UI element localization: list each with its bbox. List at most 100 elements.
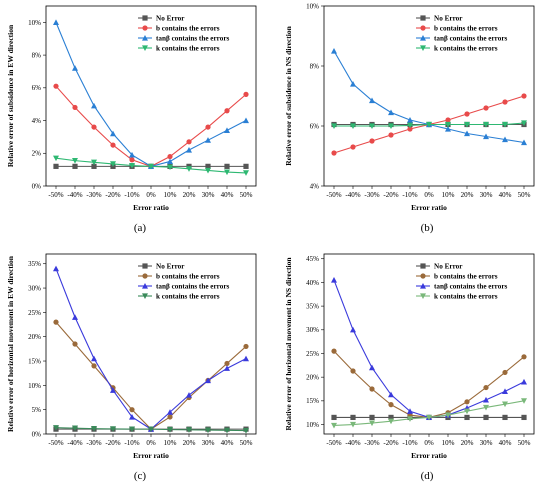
data-point (445, 121, 451, 128)
y-tick-label: 20% (306, 374, 319, 382)
data-point (407, 122, 413, 129)
data-point (148, 163, 154, 170)
data-point (369, 97, 375, 104)
legend-marker (420, 293, 426, 299)
data-point (388, 414, 394, 421)
data-point (243, 427, 249, 434)
data-point (369, 414, 375, 421)
panel-label-c: (c) (134, 470, 147, 482)
data-point (407, 126, 413, 132)
legend-marker (142, 25, 148, 31)
data-point (91, 355, 97, 362)
data-point (521, 93, 527, 99)
data-point (445, 412, 451, 419)
series-line (333, 350, 525, 418)
data-point (369, 386, 375, 392)
data-point (369, 138, 375, 144)
data-point (243, 343, 249, 350)
y-tick-label: 2% (32, 150, 42, 158)
series-line (55, 85, 247, 167)
data-point (167, 164, 173, 171)
legend-label: tanβ contains the errors (156, 35, 230, 43)
data-point (464, 130, 470, 137)
data-point (186, 392, 192, 398)
legend-marker (142, 15, 148, 21)
data-point (167, 414, 173, 420)
x-tick-label: 30% (202, 191, 215, 199)
panel-label-a: (a) (134, 222, 147, 234)
data-point (110, 142, 116, 148)
legend-marker (142, 35, 148, 41)
data-point (167, 158, 173, 165)
x-tick-label: 10% (164, 439, 177, 447)
data-point (464, 414, 470, 421)
x-tick-label: -30% (86, 439, 101, 447)
y-tick-label: 4% (32, 117, 42, 125)
y-tick-label: 35% (306, 303, 319, 311)
x-tick-label: -50% (326, 191, 341, 199)
legend-label: b contains the errors (434, 25, 498, 33)
data-point (521, 139, 527, 146)
x-tick-label: -20% (383, 439, 398, 447)
data-point (350, 421, 356, 428)
legend-marker (142, 273, 148, 279)
data-point (224, 360, 230, 367)
y-tick-label: 6% (32, 84, 42, 92)
plot-frame (323, 253, 535, 435)
x-tick-label: 50% (240, 439, 253, 447)
data-point (129, 157, 135, 163)
data-point (91, 102, 97, 109)
legend-label: b contains the errors (434, 273, 498, 281)
data-point (53, 155, 59, 162)
legend-label: b contains the errors (156, 25, 220, 33)
chart-panel-d: 10% 15% 20% 25% 30% 35% 40% 45% -50% -40% -30% -20%… (284, 253, 535, 460)
data-point (243, 170, 249, 176)
data-point (53, 83, 59, 89)
data-point (350, 81, 356, 87)
data-point (521, 414, 527, 421)
data-point (72, 163, 78, 169)
x-tick-label: -40% (345, 191, 360, 199)
x-tick-label: -10% (124, 191, 139, 199)
legend-label: k contains the errors (156, 293, 220, 301)
y-tick-label: 20% (28, 333, 41, 341)
legend-label: tanβ contains the errors (156, 283, 230, 291)
data-point (110, 387, 116, 393)
data-point (350, 414, 356, 421)
legend-label: No Error (156, 15, 185, 23)
data-point (521, 378, 527, 385)
data-point (502, 121, 508, 128)
y-tick-label: 45% (306, 255, 319, 263)
legend-marker (420, 25, 426, 31)
data-point (407, 416, 413, 422)
data-point (53, 319, 59, 325)
data-point (243, 91, 249, 97)
data-point (331, 348, 337, 354)
data-point (388, 123, 394, 129)
y-tick-label: 10% (306, 421, 319, 429)
legend-marker (420, 283, 426, 289)
x-axis-title: Error ratio (133, 451, 169, 460)
x-tick-label: -20% (105, 191, 120, 199)
y-tick-label: 0% (32, 430, 42, 438)
data-point (483, 105, 489, 111)
data-point (224, 163, 230, 169)
data-point (167, 409, 173, 415)
y-tick-label: 25% (306, 350, 319, 358)
y-tick-label: 8% (32, 51, 42, 59)
y-tick-label: 5% (32, 406, 42, 414)
x-tick-label: 20% (183, 439, 196, 447)
series-line (333, 279, 525, 418)
x-tick-label: 0% (146, 439, 156, 447)
x-tick-label: -30% (86, 191, 101, 199)
series-line (333, 400, 525, 427)
data-point (186, 166, 192, 172)
data-point (445, 126, 451, 132)
legend-label: No Error (434, 263, 463, 271)
data-point (331, 150, 337, 156)
data-point (502, 136, 508, 143)
x-tick-label: -30% (364, 439, 379, 447)
chart-panel-b: 4% 6% 8% 10% -50% -40% -30% -20% -10% 0% 10% 20% 30%… (284, 2, 535, 212)
data-point (331, 422, 337, 429)
data-point (521, 120, 527, 126)
